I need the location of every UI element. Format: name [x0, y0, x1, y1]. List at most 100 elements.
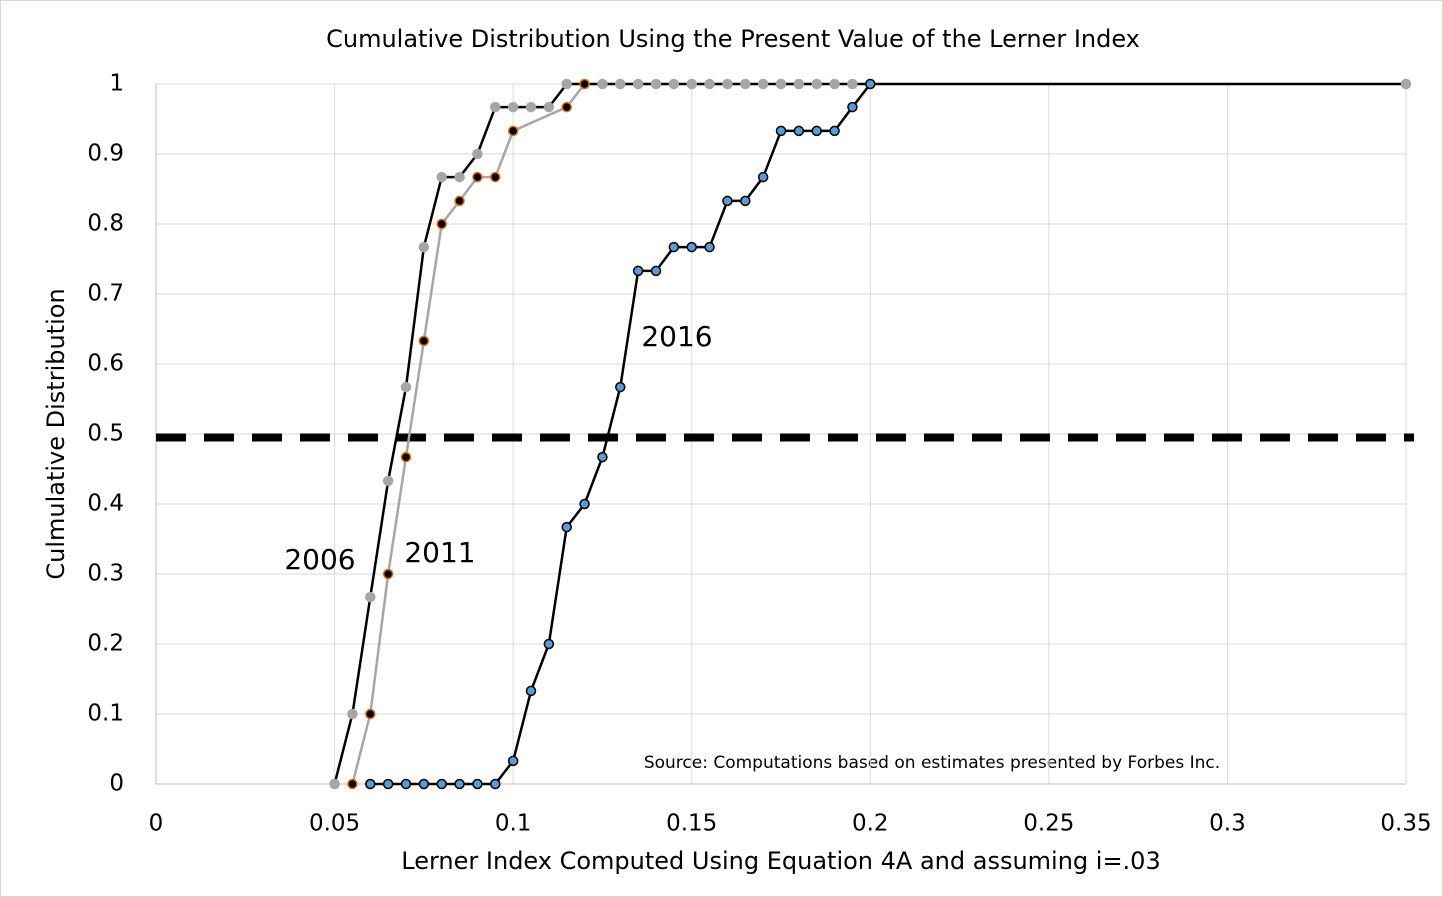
data-point [418, 778, 430, 790]
y-tick-label: 0.2 [87, 631, 124, 657]
data-point [597, 451, 608, 463]
data-point [722, 195, 733, 207]
x-tick-label: 0.05 [309, 811, 360, 837]
data-point [472, 171, 483, 183]
data-point [454, 195, 465, 207]
data-point [740, 195, 751, 207]
data-point [561, 101, 572, 113]
data-point [365, 708, 376, 720]
data-point [436, 778, 447, 790]
data-point [829, 78, 840, 90]
data-point [615, 78, 626, 90]
data-point [668, 241, 680, 253]
data-point [490, 101, 501, 113]
data-point [329, 778, 340, 790]
x-tick-label: 0.1 [495, 811, 532, 837]
data-point [418, 241, 430, 253]
series-label: 2016 [641, 320, 712, 353]
data-point [382, 778, 394, 790]
data-point [740, 78, 751, 90]
data-point [829, 125, 840, 137]
data-point [347, 708, 358, 720]
data-point [650, 78, 662, 90]
series-label: 2011 [404, 536, 475, 569]
data-point [507, 755, 519, 767]
data-point [490, 171, 501, 183]
data-point [811, 78, 822, 90]
y-tick-label: 0.7 [87, 281, 124, 307]
data-point [543, 101, 555, 113]
data-point [650, 265, 662, 277]
data-point [436, 218, 447, 230]
x-tick-label: 0.35 [1380, 811, 1431, 837]
series-line [351, 83, 586, 785]
data-point [704, 78, 715, 90]
data-point [757, 171, 769, 183]
data-point [561, 78, 572, 90]
y-tick-label: 0 [109, 771, 124, 797]
data-point [454, 171, 465, 183]
y-tick-label: 0.5 [87, 421, 124, 447]
x-tick-label: 0.25 [1023, 811, 1074, 837]
data-point [1400, 78, 1412, 90]
data-point [561, 521, 572, 533]
data-point [525, 101, 537, 113]
y-tick-label: 0.6 [87, 351, 124, 377]
data-point [811, 125, 822, 137]
source-note: Source: Computations based on estimates … [644, 753, 1220, 773]
data-point [490, 778, 501, 790]
data-point [543, 638, 555, 650]
y-tick-label: 0.3 [87, 561, 124, 587]
data-point [472, 778, 483, 790]
data-point [579, 498, 590, 510]
data-point [757, 78, 769, 90]
data-point [597, 78, 608, 90]
y-tick-label: 0.8 [87, 211, 124, 237]
data-point [400, 381, 412, 393]
data-point [722, 78, 733, 90]
data-point [579, 78, 590, 90]
data-point [418, 335, 430, 347]
data-point [365, 778, 376, 790]
y-tick-label: 0.1 [87, 701, 124, 727]
data-point [847, 101, 858, 113]
data-point [454, 778, 465, 790]
data-point [615, 381, 626, 393]
x-tick-label: 0.15 [666, 811, 717, 837]
data-point [347, 778, 358, 790]
data-point [686, 241, 697, 253]
data-point [686, 78, 697, 90]
data-point [400, 778, 412, 790]
data-point [436, 171, 447, 183]
data-point [847, 78, 858, 90]
data-point [365, 591, 376, 603]
x-tick-label: 0.2 [852, 811, 889, 837]
x-tick-label: 0 [149, 811, 164, 837]
data-point [632, 265, 644, 277]
data-point [704, 241, 715, 253]
y-axis-title: Culmulative Distribution [42, 288, 70, 579]
data-point [507, 125, 519, 137]
y-tick-label: 1 [109, 71, 124, 97]
data-point [507, 101, 519, 113]
x-axis-title: Lerner Index Computed Using Equation 4A … [401, 847, 1160, 875]
chart-title: Cumulative Distribution Using the Presen… [326, 25, 1140, 53]
data-point [793, 78, 805, 90]
data-point [472, 148, 483, 160]
data-point [632, 78, 644, 90]
data-point [525, 685, 537, 697]
data-point [382, 475, 394, 487]
data-point [382, 568, 394, 580]
data-point [775, 125, 787, 137]
data-point [400, 451, 412, 463]
y-tick-label: 0.9 [87, 141, 124, 167]
series-label: 2006 [284, 543, 355, 576]
data-point [668, 78, 680, 90]
data-point [865, 78, 876, 90]
data-point [775, 78, 787, 90]
y-tick-label: 0.4 [87, 491, 124, 517]
x-tick-label: 0.3 [1209, 811, 1246, 837]
data-point [793, 125, 805, 137]
